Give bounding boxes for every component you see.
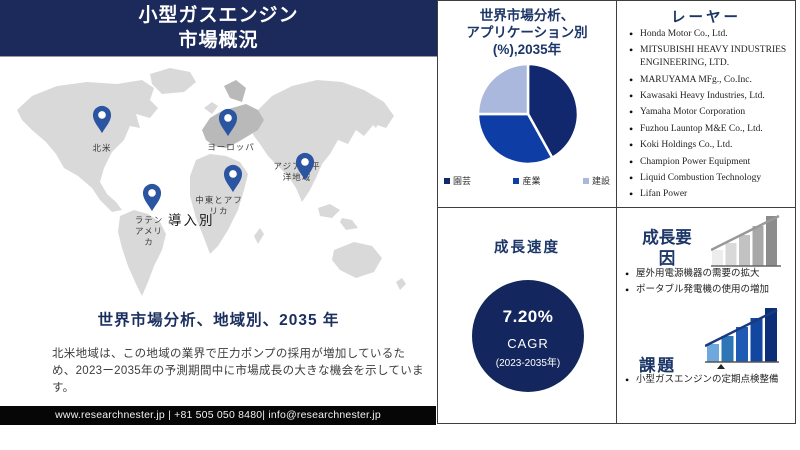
- map-label-north-america: 北米: [92, 143, 112, 153]
- application-pie-section: 世界市場分析、 アプリケーション別 (%),2035年 園芸 産業 建設: [438, 1, 616, 208]
- map-label-middle-east-africa: 中東とアフ リカ: [195, 195, 243, 216]
- application-growth-panel: 世界市場分析、 アプリケーション別 (%),2035年 園芸 産業 建設: [437, 0, 617, 424]
- map-overlay-label: 導入別: [168, 213, 215, 228]
- footer-contact: www.researchnester.jp | +81 505 050 8480…: [0, 406, 436, 425]
- blue-bar-chart-icon: [705, 308, 779, 369]
- legend-swatch-icon: [582, 177, 589, 184]
- pie-legend: 園芸 産業 建設: [444, 174, 610, 187]
- legend-label: 産業: [522, 176, 541, 186]
- cagr-value: 7.20%: [502, 307, 554, 326]
- company-list: Honda Motor Co., Ltd. MITSUBISHI HEAVY I…: [629, 26, 787, 205]
- challenge-list: 小型ガスエンジンの定期点検整備: [625, 372, 793, 390]
- map-label-europe: ヨーロッパ: [207, 142, 255, 152]
- page-title: 小型ガスエンジン 市場概況: [0, 0, 437, 56]
- map-pin-middle-east-africa-icon: [223, 164, 243, 193]
- legend-item-construction: 建設: [582, 174, 610, 187]
- world-map-graphic: [17, 68, 406, 296]
- company-item: MITSUBISHI HEAVY INDUSTRIES ENGINEERING,…: [629, 42, 787, 70]
- drivers-challenges-section: 成長要因 屋外用電源機器の需要の拡大 ポータブル発電機の使用の増加 課題 小: [617, 208, 795, 424]
- world-map: アジア太平 洋地域 北米 ヨーロッパ ラテン アメリ カ 中東とアフ リカ 導入…: [12, 68, 427, 303]
- growth-driver-item: 屋外用電源機器の需要の拡大: [625, 266, 793, 283]
- legend-swatch-icon: [444, 177, 450, 184]
- players-title: レーヤー: [671, 10, 741, 26]
- pie-slice-construction: [476, 62, 530, 116]
- map-pin-latin-america-icon: [142, 183, 162, 212]
- legend-label: 建設: [591, 176, 610, 186]
- region-analysis-heading: 世界市場分析、地域別、2035 年: [97, 312, 340, 329]
- left-section-divider: [0, 56, 437, 407]
- legend-label: 園芸: [453, 176, 472, 186]
- application-pie-chart: [476, 62, 580, 166]
- cagr-badge: 7.20% CAGR (2023-2035年): [472, 280, 584, 392]
- growth-driver-item: ポータブル発電機の使用の増加: [625, 282, 793, 299]
- region-analysis-body: 北米地域は、この地域の業界で圧力ポンプの採用が増加しているため、2023ー203…: [52, 348, 424, 394]
- company-item: Liquid Combustion Technology: [629, 170, 787, 186]
- company-item: MARUYAMA MFg., Co.Inc.: [629, 72, 787, 88]
- map-pin-north-america-icon: [92, 105, 112, 134]
- map-pin-asia-pacific-icon: [295, 152, 315, 181]
- company-item: Kawasaki Heavy Industries, Ltd.: [629, 88, 787, 104]
- triangle-marker-icon: [717, 364, 725, 369]
- map-label-asia-pacific: アジア太平 洋地域: [273, 161, 319, 182]
- company-item: Koki Holdings Co., Ltd.: [629, 137, 787, 153]
- growth-rate-title: 成長速度: [494, 240, 560, 256]
- pie-chart-title: 世界市場分析、 アプリケーション別 (%),2035年: [466, 8, 588, 57]
- map-label-latin-america: ラテン アメリ カ: [134, 215, 164, 247]
- growth-rate-section: 成長速度 7.20% CAGR (2023-2035年): [438, 208, 616, 424]
- company-item: Honda Motor Co., Ltd.: [629, 26, 787, 42]
- challenges-title: 課題: [639, 357, 676, 375]
- players-section: レーヤー Honda Motor Co., Ltd. MITSUBISHI HE…: [617, 1, 795, 208]
- cagr-period: (2023-2035年): [495, 358, 561, 369]
- pie-slice-industrial: [476, 112, 554, 166]
- company-item: Lifan Power: [629, 186, 787, 202]
- growth-driver-list: 屋外用電源機器の需要の拡大 ポータブル発電機の使用の増加: [625, 266, 793, 300]
- company-item: Champion Power Equipment: [629, 154, 787, 170]
- challenge-item: 小型ガスエンジンの定期点検整備: [625, 372, 793, 389]
- company-item: Yamaha Motor Corporation: [629, 104, 787, 120]
- growth-drivers-title: 成長要因: [642, 229, 692, 268]
- map-pin-europe-icon: [218, 108, 238, 137]
- company-item: Fuzhou Launtop M&E Co., Ltd.: [629, 121, 787, 137]
- gray-bar-chart-icon: [711, 214, 781, 267]
- legend-swatch-icon: [513, 177, 520, 184]
- players-drivers-panel: レーヤー Honda Motor Co., Ltd. MITSUBISHI HE…: [616, 0, 796, 424]
- legend-item-industrial: 産業: [513, 174, 541, 187]
- legend-item-gardening: 園芸: [444, 174, 471, 187]
- cagr-label: CAGR: [507, 336, 549, 351]
